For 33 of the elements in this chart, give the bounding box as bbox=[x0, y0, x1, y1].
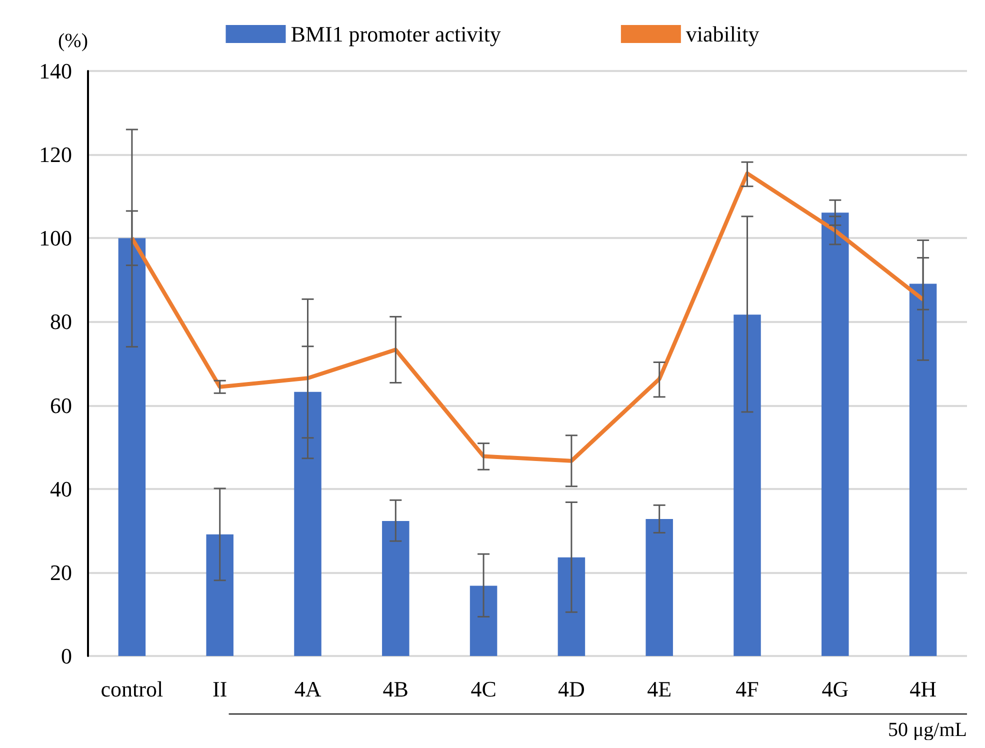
legend-label: BMI1 promoter activity bbox=[290, 22, 501, 46]
x-tick-label: 4E bbox=[647, 676, 672, 702]
x-tick-label: 4H bbox=[910, 676, 937, 702]
bar bbox=[294, 392, 322, 656]
y-tick-label: 40 bbox=[50, 476, 72, 502]
x-tick-label: 4B bbox=[382, 676, 408, 702]
y-axis-title: (%) bbox=[58, 30, 88, 52]
line-series bbox=[130, 171, 926, 463]
y-tick-label: 140 bbox=[39, 58, 72, 84]
text: 50 μg/mL bbox=[888, 719, 968, 741]
x-tick-label: 4G bbox=[822, 676, 849, 702]
y-tick-label: 80 bbox=[50, 309, 72, 334]
y-tick-label: 100 bbox=[39, 226, 72, 251]
x-tick-label: II bbox=[212, 676, 228, 702]
bar bbox=[734, 314, 761, 656]
x-tick-label: 4C bbox=[470, 676, 496, 702]
x-tick-label: 4D bbox=[558, 676, 585, 702]
y-tick-label: 20 bbox=[50, 560, 72, 585]
bar bbox=[118, 238, 146, 656]
bar bbox=[558, 557, 586, 656]
bar bbox=[206, 534, 234, 656]
bar bbox=[646, 518, 673, 656]
y-tick-label: 60 bbox=[50, 392, 72, 418]
y-tick-label: 120 bbox=[39, 142, 72, 168]
x-tick-label: 4A bbox=[294, 676, 322, 702]
x-tick-label: 4F bbox=[736, 676, 759, 702]
x-tick-label: control bbox=[100, 676, 164, 702]
legend-label: viability bbox=[686, 22, 760, 46]
bar bbox=[909, 284, 937, 656]
bar bbox=[470, 586, 498, 656]
bar bbox=[822, 212, 849, 656]
y-tick-label: 0 bbox=[61, 644, 72, 668]
bar bbox=[382, 521, 410, 656]
